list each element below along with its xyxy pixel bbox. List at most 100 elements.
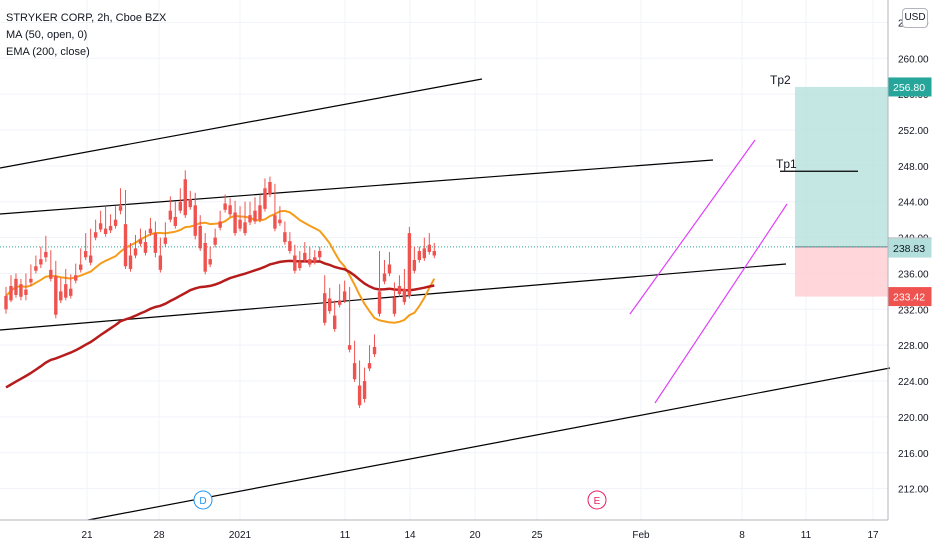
candle-body bbox=[163, 237, 168, 244]
price-label-bg bbox=[888, 77, 932, 97]
x-tick-label: 21 bbox=[81, 530, 93, 541]
event-marker bbox=[587, 490, 607, 510]
candle-body bbox=[382, 273, 387, 282]
candle-body bbox=[243, 222, 247, 234]
legend-ma: MA (50, open, 0) bbox=[6, 29, 88, 41]
candle-body bbox=[203, 242, 207, 272]
candle-body bbox=[103, 228, 108, 234]
candle-body bbox=[208, 259, 212, 265]
candle-body bbox=[273, 215, 277, 229]
candle-body bbox=[407, 233, 412, 296]
candle-body bbox=[308, 259, 312, 265]
candle-body bbox=[422, 248, 427, 259]
x-tick-label: 11 bbox=[801, 530, 812, 541]
candle-body bbox=[93, 232, 98, 238]
take-profit-zone bbox=[795, 86, 888, 247]
candle-body bbox=[357, 385, 362, 406]
x-tick-label: 28 bbox=[153, 530, 165, 541]
x-tick-label: 14 bbox=[404, 530, 416, 541]
candle-body bbox=[54, 276, 58, 315]
legend-ema: EMA (200, close) bbox=[6, 46, 90, 58]
candle-body bbox=[39, 259, 43, 265]
price-label-bg bbox=[888, 238, 932, 258]
candle-body bbox=[153, 233, 158, 253]
trendline bbox=[87, 367, 891, 521]
price-label: 238.83 bbox=[893, 243, 925, 255]
x-tick-label: 25 bbox=[531, 530, 543, 541]
candle-body bbox=[29, 278, 33, 283]
price-label: 233.42 bbox=[893, 292, 925, 304]
candle-body bbox=[123, 224, 128, 267]
candle-body bbox=[213, 237, 217, 245]
candle-body bbox=[138, 239, 143, 244]
candle-body bbox=[253, 210, 257, 222]
tp-annotation: Tp1 bbox=[776, 157, 797, 171]
candle-body bbox=[392, 297, 397, 314]
trendline bbox=[0, 159, 714, 215]
legend-title: STRYKER CORP, 2h, Cboe BZX bbox=[6, 12, 167, 24]
candle-body bbox=[83, 251, 88, 258]
candle-body bbox=[263, 188, 267, 209]
candle-body bbox=[313, 257, 317, 262]
candle-body bbox=[79, 264, 83, 270]
candle-body bbox=[218, 221, 222, 228]
x-tick-label: 2021 bbox=[229, 530, 252, 541]
candle-body bbox=[283, 232, 287, 243]
event-marker-label: D bbox=[199, 496, 206, 507]
candle-body bbox=[44, 251, 48, 258]
candle-body bbox=[337, 300, 342, 305]
candle-body bbox=[34, 266, 38, 271]
candle-body bbox=[303, 252, 307, 260]
candle-body bbox=[64, 284, 68, 298]
trendlines[interactable] bbox=[0, 78, 891, 521]
x-tick-label: 17 bbox=[867, 530, 879, 541]
event-marker bbox=[193, 490, 213, 510]
candle-body bbox=[293, 255, 297, 271]
candle-body bbox=[19, 284, 23, 297]
candle-body bbox=[74, 275, 78, 281]
candle-body bbox=[9, 286, 13, 301]
price-label: 256.80 bbox=[893, 82, 925, 94]
candle-body bbox=[387, 264, 392, 274]
y-tick-label: 252.00 bbox=[898, 126, 929, 137]
x-tick-label: 11 bbox=[340, 530, 351, 541]
candle-body bbox=[278, 219, 282, 224]
position-zones bbox=[0, 86, 888, 297]
candle-body bbox=[173, 216, 178, 226]
candle-body bbox=[178, 201, 182, 211]
candle-body bbox=[228, 205, 232, 215]
legend: STRYKER CORP, 2h, Cboe BZX MA (50, open,… bbox=[6, 10, 166, 61]
candle-body bbox=[417, 251, 422, 260]
candle-body bbox=[193, 205, 197, 236]
event-marker-label: E bbox=[594, 496, 601, 507]
candle-body bbox=[288, 241, 292, 252]
candle-body bbox=[49, 269, 53, 279]
candle-body bbox=[4, 295, 8, 310]
y-tick-label: 220.00 bbox=[898, 413, 929, 424]
candle-body bbox=[133, 248, 138, 256]
candle-body bbox=[258, 205, 262, 220]
candle-series bbox=[4, 170, 436, 408]
candle-body bbox=[402, 288, 407, 303]
candle-body bbox=[238, 219, 242, 229]
trendline bbox=[0, 263, 787, 331]
y-tick-label: 260.00 bbox=[898, 54, 929, 65]
candle-body bbox=[158, 255, 163, 270]
candle-body bbox=[233, 212, 237, 234]
candle-body bbox=[332, 315, 337, 330]
y-tick-label: 244.00 bbox=[898, 198, 929, 209]
x-tick-label: 8 bbox=[739, 530, 745, 541]
candle-body bbox=[328, 298, 332, 312]
y-tick-label: 216.00 bbox=[898, 449, 929, 460]
x-tick-label: Feb bbox=[632, 530, 650, 541]
candle-body bbox=[143, 242, 148, 253]
currency-button[interactable]: USD bbox=[902, 8, 928, 28]
channel-line bbox=[629, 139, 756, 315]
y-tick-label: 224.00 bbox=[898, 377, 929, 388]
candle-body bbox=[113, 219, 118, 226]
candle-body bbox=[188, 199, 192, 208]
y-tick-label: 232.00 bbox=[898, 305, 929, 316]
candle-body bbox=[88, 255, 93, 263]
